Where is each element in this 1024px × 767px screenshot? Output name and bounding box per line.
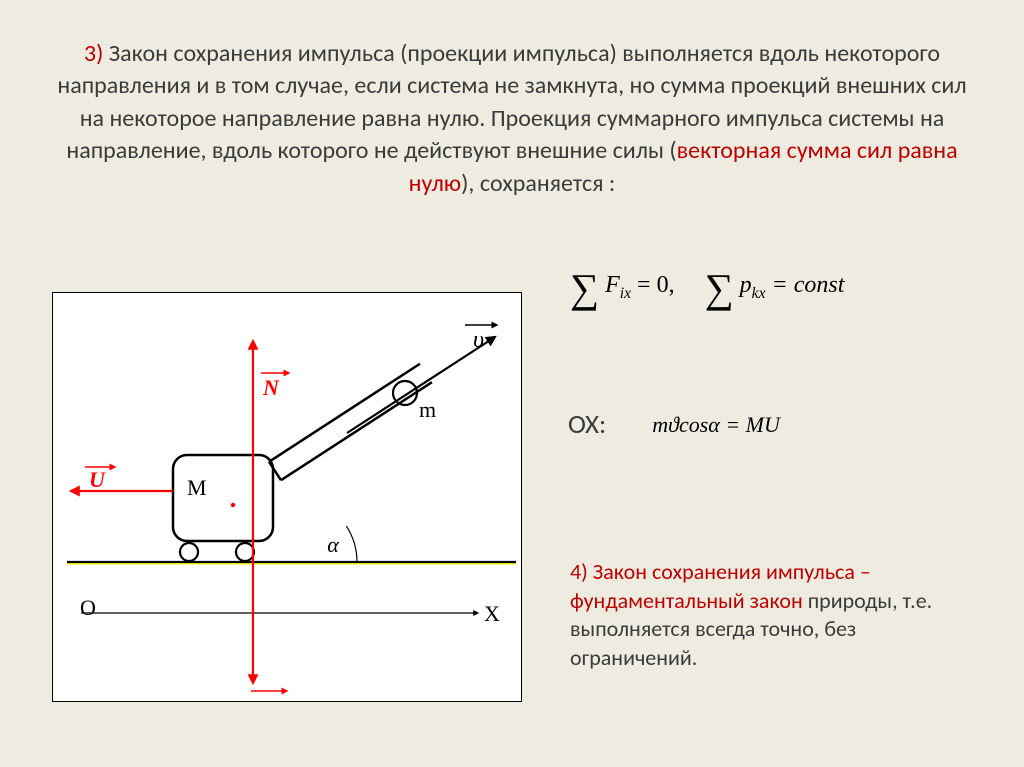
- svg-text:N: N: [262, 375, 280, 400]
- svg-text:X: X: [484, 601, 500, 626]
- svg-text:M: M: [187, 475, 207, 500]
- svg-text:α: α: [327, 532, 339, 557]
- heading-part1-red: 3): [84, 39, 103, 68]
- svg-text:U: U: [89, 467, 106, 492]
- formula-sum-forces-momenta: ∑ Fix = 0, ∑ pkx = const: [570, 265, 844, 312]
- svg-text:mg: mg: [252, 697, 280, 703]
- svg-text:υ: υ: [473, 327, 484, 353]
- svg-text:O: O: [80, 595, 96, 620]
- heading-paragraph: 3) Закон сохранения импульса (проекции и…: [0, 0, 1024, 210]
- heading-part3-black: ), сохраняется :: [461, 169, 615, 198]
- ox-row: OX: mϑcosα = MU: [568, 408, 780, 441]
- ox-formula: mϑcosα = MU: [652, 412, 780, 438]
- svg-text:m: m: [419, 397, 436, 422]
- diagram-canvas: O Xm α M Nmg Uυ: [52, 292, 522, 702]
- paragraph-4: 4) Закон сохранения импульса – фундамент…: [570, 558, 970, 672]
- ox-label: OX:: [568, 408, 606, 441]
